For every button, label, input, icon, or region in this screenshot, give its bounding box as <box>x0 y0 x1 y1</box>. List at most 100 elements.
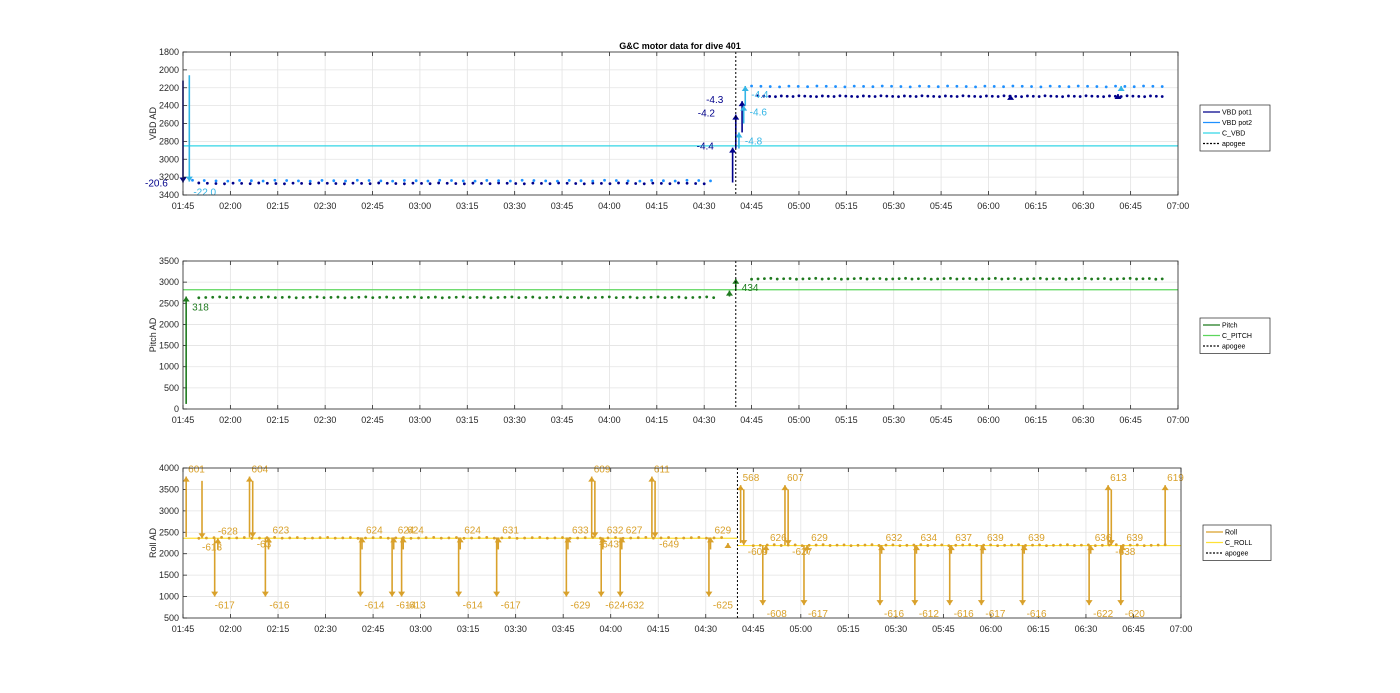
data-point <box>839 277 843 281</box>
x-tick-label: 07:00 <box>1170 624 1193 634</box>
data-arrow: -649 <box>651 480 680 550</box>
data-point <box>662 179 665 183</box>
data-point <box>968 543 972 547</box>
data-point <box>904 276 907 280</box>
data-point <box>214 179 218 183</box>
data-point <box>835 543 839 547</box>
y-axis-label: Pitch AD <box>148 317 158 352</box>
data-arrow: -614 <box>455 537 483 612</box>
data-point <box>787 84 791 88</box>
arrow-head <box>455 591 463 597</box>
data-point <box>523 536 527 540</box>
data-point <box>295 536 299 539</box>
data-point <box>689 536 693 540</box>
arrow-head <box>1087 545 1095 551</box>
data-point <box>844 94 848 98</box>
data-point <box>803 94 807 98</box>
data-point <box>294 296 298 300</box>
arrow-label: -608 <box>767 609 787 620</box>
arrow-head <box>762 545 770 551</box>
data-point <box>461 179 465 183</box>
x-tick-label: 02:15 <box>267 624 290 634</box>
data-point <box>379 179 383 183</box>
data-point <box>1102 95 1106 99</box>
data-point <box>891 94 895 98</box>
data-point <box>807 543 811 547</box>
data-point <box>357 295 361 299</box>
x-tick-label: 07:00 <box>1167 415 1190 425</box>
data-point <box>867 94 871 98</box>
data-point <box>656 295 660 299</box>
data-point <box>1026 277 1029 281</box>
data-point <box>828 544 832 547</box>
arrow-head <box>878 545 886 551</box>
data-arrow: 633 <box>564 525 589 550</box>
x-tick-label: 02:30 <box>314 624 337 634</box>
arrow-label: -614 <box>463 601 483 612</box>
data-point <box>223 182 226 186</box>
arrow-head <box>1107 540 1115 546</box>
data-point <box>961 94 965 98</box>
data-point <box>762 94 766 98</box>
data-point <box>885 94 889 98</box>
data-point <box>1003 543 1006 547</box>
arrow-head <box>185 176 193 182</box>
data-point <box>1119 95 1123 98</box>
data-point <box>437 181 441 185</box>
data-point <box>908 85 912 89</box>
arrow-head <box>599 537 607 543</box>
arrow-head <box>651 532 659 538</box>
data-point <box>202 179 206 182</box>
data-arrow: 632 <box>599 525 624 550</box>
arrow-head <box>493 591 501 597</box>
data-point <box>240 181 244 185</box>
data-point <box>420 181 423 185</box>
data-point <box>287 295 291 299</box>
data-point <box>824 84 828 88</box>
data-arrow: 613 <box>1104 473 1127 546</box>
arrow-head <box>979 545 987 551</box>
x-tick-label: 02:45 <box>362 624 385 634</box>
x-tick-label: 05:45 <box>930 415 953 425</box>
x-tick-label: 03:30 <box>503 201 526 211</box>
data-point <box>936 85 940 89</box>
x-tick-label: 05:00 <box>788 415 811 425</box>
data-point <box>260 295 263 299</box>
legend-label: C_VBD <box>1222 131 1245 138</box>
arrow-label: 434 <box>742 283 759 294</box>
data-point <box>774 95 777 99</box>
arrow-label: -613 <box>202 542 222 553</box>
data-arrow: 601 <box>182 465 205 537</box>
arrow-head <box>618 537 626 543</box>
data-point <box>621 295 625 299</box>
data-point <box>932 94 936 98</box>
data-arrow: 623 <box>265 525 290 550</box>
data-point <box>910 277 914 281</box>
data-point <box>617 181 620 185</box>
data-point <box>500 536 504 540</box>
arrow-head <box>803 545 811 551</box>
data-point <box>553 536 557 540</box>
data-arrow: -627 <box>784 489 813 558</box>
data-point <box>905 543 909 547</box>
data-point <box>779 94 783 98</box>
data-arrow <box>1007 94 1015 100</box>
data-point <box>471 181 475 185</box>
data-point <box>626 179 630 183</box>
arrow-head <box>977 600 985 606</box>
data-point <box>820 277 824 281</box>
data-point <box>1084 94 1088 98</box>
data-point <box>636 536 640 540</box>
data-point <box>897 95 900 99</box>
data-point <box>1103 277 1106 280</box>
arrow-head <box>198 533 206 539</box>
data-point <box>1051 277 1055 281</box>
data-point <box>242 536 246 539</box>
data-point <box>385 181 389 185</box>
data-point <box>677 181 680 185</box>
arrow-head <box>784 540 792 546</box>
arrow-head <box>399 537 407 543</box>
data-arrow: 624 <box>358 525 383 550</box>
legend-label: C_PITCH <box>1222 333 1252 340</box>
